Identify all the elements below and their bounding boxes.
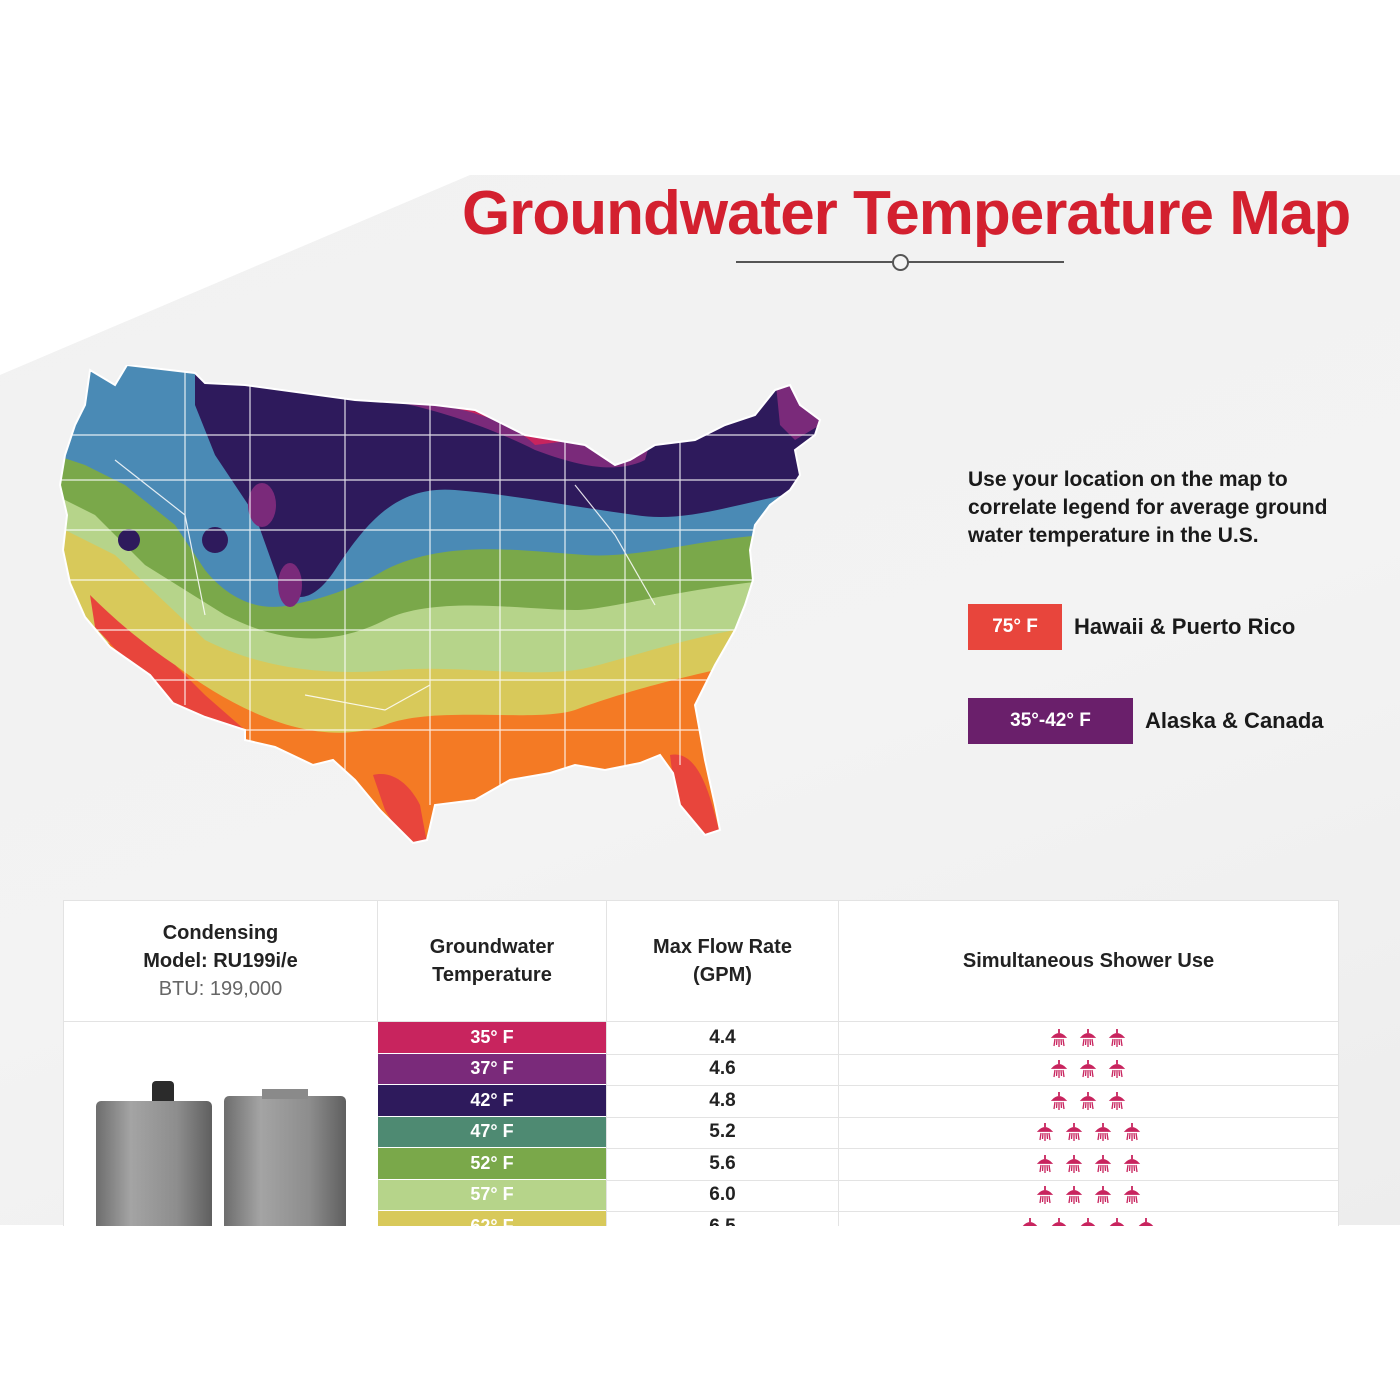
shower-icon bbox=[1108, 1028, 1126, 1047]
shower-count-cell bbox=[839, 1022, 1337, 1054]
shower-count-cell bbox=[839, 1211, 1337, 1226]
shower-icon bbox=[1050, 1028, 1068, 1047]
flow-rate-cell: 5.6 bbox=[709, 1152, 736, 1174]
flow-rate-cell: 5.2 bbox=[709, 1121, 736, 1143]
shower-count-cell bbox=[839, 1117, 1337, 1149]
legend-swatch-75f: 75° F bbox=[968, 604, 1062, 650]
shower-icon bbox=[1108, 1060, 1126, 1079]
row-divider bbox=[607, 1085, 1338, 1086]
shower-header-label: Simultaneous Shower Use bbox=[962, 950, 1215, 972]
row-divider bbox=[607, 1116, 1338, 1118]
row-divider bbox=[607, 1179, 1338, 1181]
shower-icon bbox=[1079, 1028, 1097, 1047]
model-header-cell: Condensing Model: RU199i/e BTU: 199,000 bbox=[64, 901, 378, 1021]
shower-icon bbox=[1065, 1154, 1082, 1173]
shower-icon bbox=[1080, 1217, 1096, 1226]
shower-icon bbox=[1065, 1123, 1082, 1142]
shower-icon bbox=[1051, 1217, 1067, 1226]
temp-cell: 52° F bbox=[378, 1148, 606, 1179]
temp-cell: 62° F bbox=[378, 1211, 606, 1226]
shower-count-cell bbox=[839, 1085, 1337, 1117]
us-groundwater-map bbox=[59, 365, 821, 844]
column-divider bbox=[606, 1021, 607, 1226]
flow-header-label: Max Flow Rate (GPM) bbox=[653, 936, 792, 986]
temp-cell: 57° F bbox=[378, 1179, 606, 1210]
flow-rate-cell: 6.0 bbox=[709, 1184, 736, 1206]
temp-cell: 35° F bbox=[378, 1022, 606, 1053]
model-line1: Condensing bbox=[162, 922, 279, 944]
groundwater-header-label: Groundwater Temperature bbox=[429, 936, 555, 986]
heater-top-bracket bbox=[262, 1089, 308, 1099]
legend-label-hawaii: Hawaii & Puerto Rico bbox=[1074, 614, 1296, 639]
shower-icon bbox=[1108, 1091, 1126, 1110]
panel-corner bbox=[0, 175, 470, 375]
shower-icon bbox=[1123, 1186, 1140, 1205]
shower-count-cell bbox=[839, 1148, 1337, 1180]
temp-cell: 47° F bbox=[378, 1116, 606, 1147]
legend-label-alaska: Alaska & Canada bbox=[1145, 708, 1324, 733]
groundwater-header: Groundwater Temperature bbox=[378, 901, 607, 1021]
model-btu: BTU: 199,000 bbox=[158, 978, 283, 1000]
shower-icon bbox=[1094, 1186, 1111, 1205]
shower-icon bbox=[1036, 1123, 1053, 1142]
shower-icon bbox=[1065, 1186, 1082, 1205]
shower-header: Simultaneous Shower Use bbox=[839, 901, 1338, 1021]
heater-vent bbox=[152, 1081, 174, 1101]
row-divider bbox=[607, 1148, 1338, 1149]
shower-icon bbox=[1094, 1123, 1111, 1142]
heater-unit-right bbox=[224, 1096, 346, 1226]
row-divider bbox=[607, 1211, 1338, 1212]
shower-icon bbox=[1123, 1154, 1140, 1173]
model-line2: Model: RU199i/e bbox=[143, 950, 298, 972]
page-title: Groundwater Temperature Map bbox=[462, 179, 1351, 248]
temp-cell: 42° F bbox=[378, 1085, 606, 1116]
flow-rate-cell: 4.4 bbox=[709, 1026, 736, 1048]
header-divider bbox=[64, 1021, 1338, 1022]
shower-count-cell bbox=[839, 1054, 1337, 1086]
shower-count-cell bbox=[839, 1180, 1337, 1212]
shower-icon bbox=[1079, 1060, 1097, 1079]
shower-icon bbox=[1109, 1217, 1125, 1226]
legend-swatch-35-42f: 35°-42° F bbox=[968, 698, 1133, 744]
flow-header: Max Flow Rate (GPM) bbox=[607, 901, 839, 1021]
row-divider bbox=[607, 1053, 1338, 1055]
column-divider bbox=[838, 1021, 839, 1226]
specs-table: Condensing Model: RU199i/e BTU: 199,000 … bbox=[63, 900, 1339, 1226]
heater-unit-left bbox=[96, 1101, 212, 1226]
shower-icon bbox=[1036, 1154, 1053, 1173]
shower-icon bbox=[1094, 1154, 1111, 1173]
shower-icon bbox=[1123, 1123, 1140, 1142]
title-divider-dot bbox=[892, 254, 909, 271]
shower-icon bbox=[1022, 1217, 1038, 1226]
shower-icon bbox=[1050, 1060, 1068, 1079]
flow-rate-cell: 4.8 bbox=[709, 1089, 736, 1111]
flow-rate-cell: 6.5 bbox=[607, 1211, 838, 1226]
shower-icon bbox=[1079, 1091, 1097, 1110]
shower-icon bbox=[1036, 1186, 1053, 1205]
legend-intro-text: Use your location on the map to correlat… bbox=[968, 468, 1328, 547]
flow-rate-cell: 4.6 bbox=[709, 1058, 736, 1080]
shower-icon bbox=[1138, 1217, 1154, 1226]
shower-icon bbox=[1050, 1091, 1068, 1110]
temp-cell: 37° F bbox=[378, 1053, 606, 1084]
